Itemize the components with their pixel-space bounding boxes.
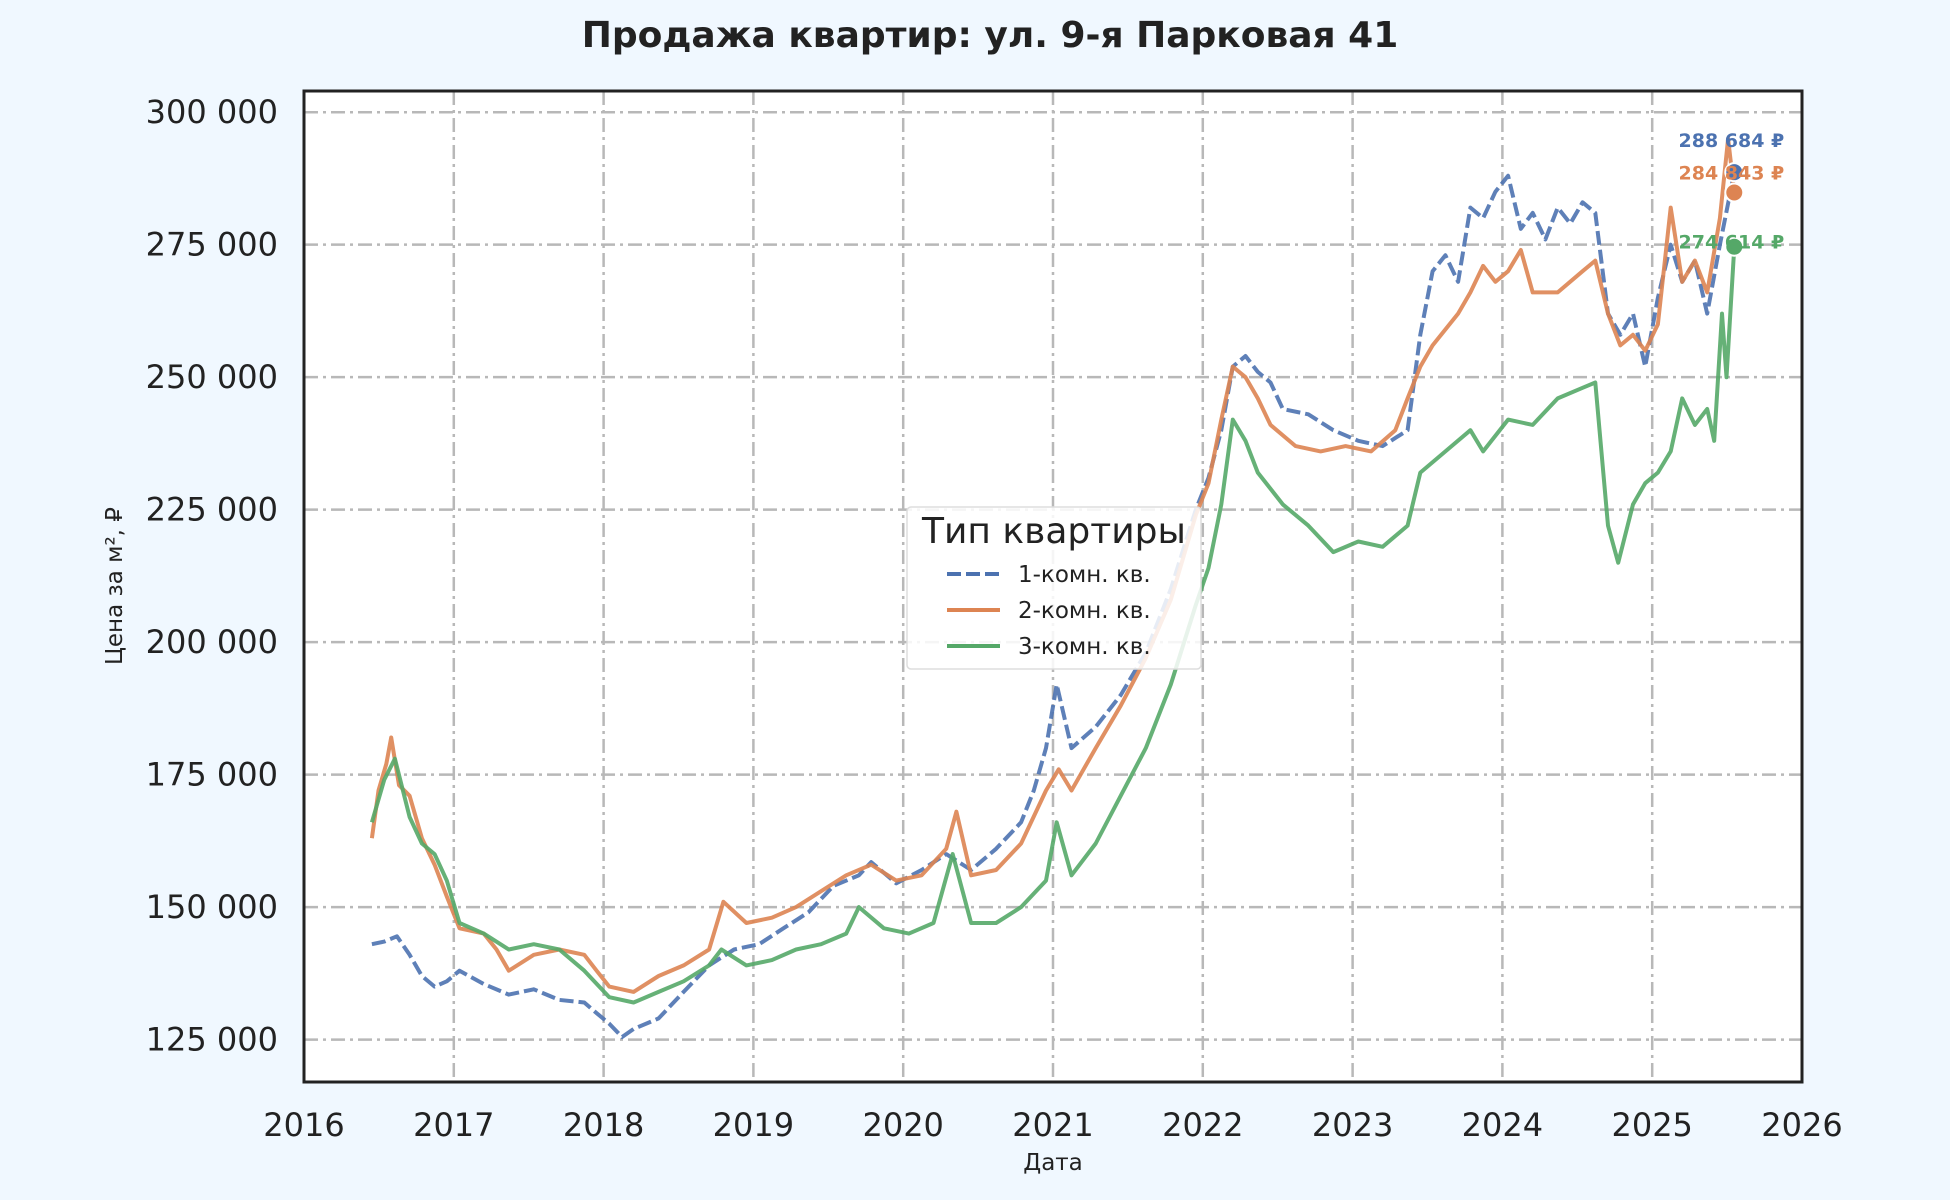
x-tick-label: 2024 — [1462, 1106, 1543, 1144]
x-tick-label: 2023 — [1312, 1106, 1393, 1144]
y-axis-ticks: 125 000 150 000 175 000 200 000 225 000 250 0… — [146, 93, 278, 1058]
x-tick-label: 2016 — [263, 1106, 344, 1144]
series-end-point-2 — [1724, 182, 1745, 203]
legend-title: Тип квартиры — [921, 511, 1186, 552]
y-tick-label: 275 000 — [146, 226, 278, 264]
x-tick-label: 2020 — [862, 1106, 943, 1144]
x-tick-label: 2019 — [713, 1106, 794, 1144]
series-end-label-1: 288 684 ₽ — [1679, 130, 1785, 152]
x-tick-label: 2026 — [1761, 1106, 1842, 1144]
x-axis-ticks: 2016 2017 2018 2019 2020 2021 2022 2023 2024 2025… — [263, 1106, 1842, 1144]
series-end-point-3 — [1724, 236, 1745, 257]
y-tick-label: 300 000 — [146, 93, 278, 131]
legend-box — [906, 506, 1202, 670]
series-end-label-2: 284 843 ₽ — [1679, 163, 1785, 185]
legend: Тип квартиры 1-комн. кв. 2-комн. кв. 3-ком… — [906, 506, 1202, 670]
legend-item-2: 2-комн. кв. — [1018, 598, 1151, 624]
x-tick-label: 2022 — [1162, 1106, 1243, 1144]
y-tick-label: 175 000 — [146, 756, 278, 794]
y-tick-label: 150 000 — [146, 888, 278, 926]
x-tick-label: 2017 — [413, 1106, 494, 1144]
series-line-2 — [369, 136, 1737, 994]
y-tick-label: 250 000 — [146, 358, 278, 396]
series-end-label-3: 274 614 ₽ — [1679, 232, 1785, 254]
y-axis-label: Цена за м², ₽ — [102, 507, 128, 665]
x-tick-label: 2018 — [563, 1106, 644, 1144]
series-end-markers: 288 684 ₽ 284 843 ₽ 274 614 ₽ — [1679, 130, 1785, 257]
series-end-point-1 — [1724, 162, 1745, 183]
x-tick-label: 2025 — [1611, 1106, 1692, 1144]
legend-item-1: 1-комн. кв. — [1018, 562, 1151, 588]
x-axis-label: Дата — [1023, 1150, 1083, 1176]
x-tick-label: 2021 — [1012, 1106, 1093, 1144]
y-tick-label: 200 000 — [146, 623, 278, 661]
legend-item-3: 3-комн. кв. — [1018, 634, 1151, 660]
y-tick-label: 225 000 — [146, 491, 278, 529]
series-line-3 — [369, 246, 1737, 1005]
chart-title: Продажа квартир: ул. 9-я Парковая 41 — [582, 15, 1399, 56]
y-tick-label: 125 000 — [146, 1021, 278, 1059]
plot-frame — [302, 89, 1804, 1084]
